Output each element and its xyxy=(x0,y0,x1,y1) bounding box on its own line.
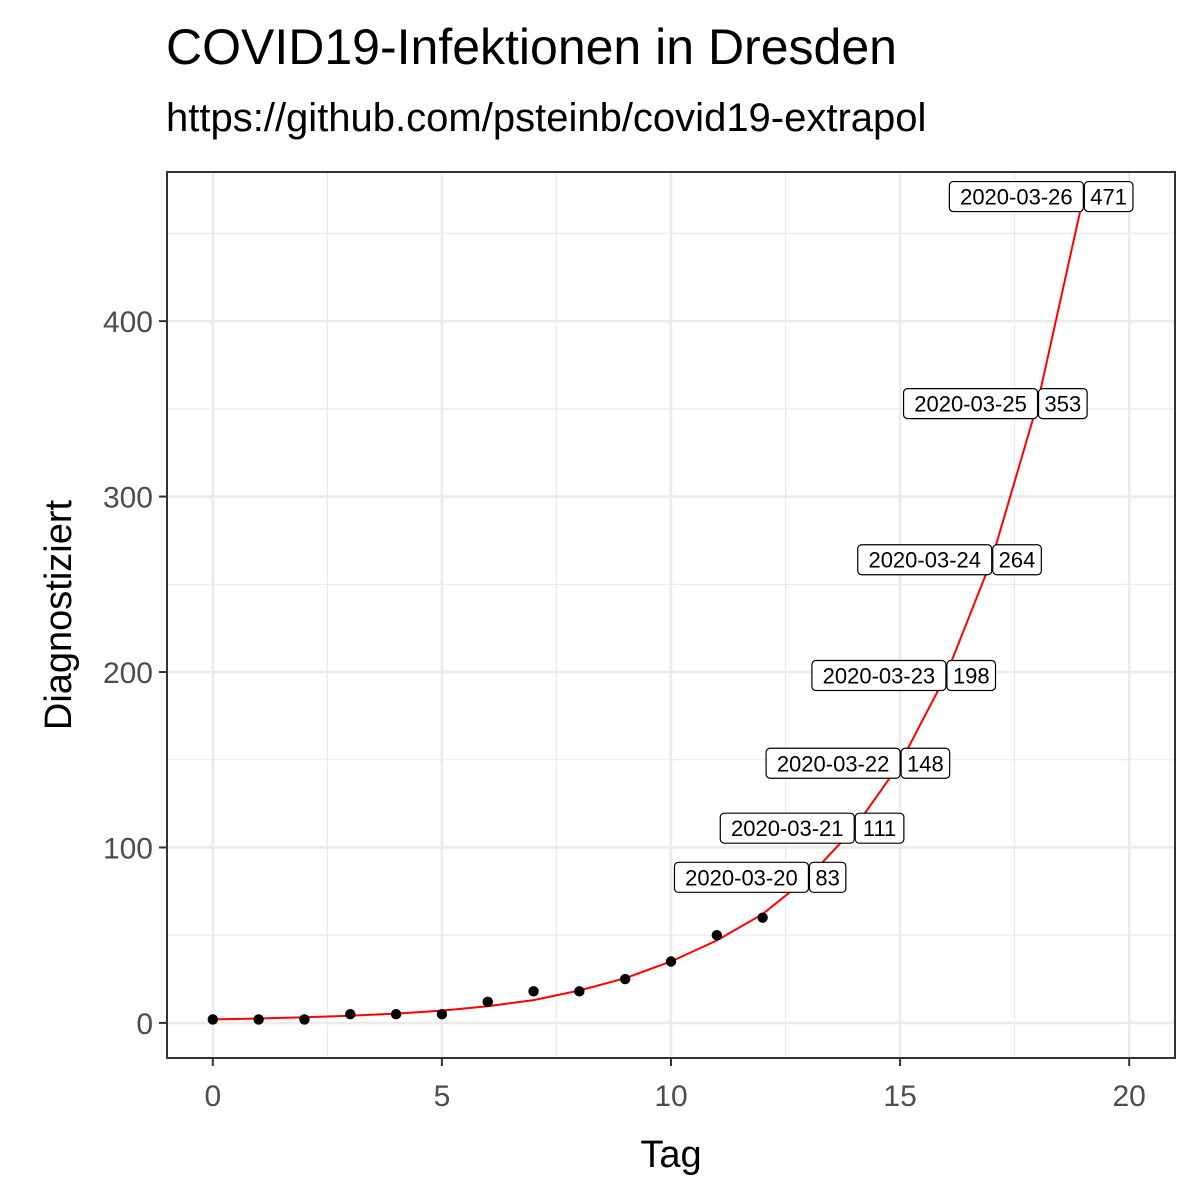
point-labels: 2020-03-20 83 2020-03-21 111 2020-03-22 148 20… xyxy=(673,180,1134,893)
date-label-box xyxy=(902,387,1039,420)
y-tick-label: 200 xyxy=(103,657,153,690)
data-point xyxy=(253,1014,264,1025)
value-label-box xyxy=(1037,387,1088,420)
data-point xyxy=(574,986,585,997)
value-label: 471 xyxy=(1090,185,1127,210)
date-label: 2020-03-26 xyxy=(960,185,1073,210)
value-label: 353 xyxy=(1044,392,1081,417)
chart-title: COVID19-Infektionen in Dresden xyxy=(166,19,897,75)
value-label-box xyxy=(900,747,951,779)
x-axis-ticks: 0 5 10 15 20 xyxy=(204,1058,1146,1113)
y-tick-label: 300 xyxy=(103,482,153,515)
data-point xyxy=(345,1008,356,1020)
chart-subtitle: https://github.com/psteinb/covid19-extra… xyxy=(166,96,927,140)
y-tick-label: 400 xyxy=(103,306,153,339)
date-label-box xyxy=(857,544,993,576)
data-point xyxy=(528,986,539,997)
data-points xyxy=(207,912,768,1025)
data-point xyxy=(665,956,677,967)
date-label: 2020-03-20 xyxy=(685,865,798,890)
data-point xyxy=(436,1008,448,1020)
data-point xyxy=(482,996,493,1008)
date-label: 2020-03-25 xyxy=(914,392,1027,417)
date-label: 2020-03-24 xyxy=(868,548,981,573)
date-label-box xyxy=(765,747,901,779)
data-point xyxy=(390,1008,402,1020)
data-point xyxy=(299,1014,310,1025)
y-axis-ticks: 0 100 200 300 400 xyxy=(103,306,167,1041)
y-tick-label: 0 xyxy=(136,1008,153,1041)
x-tick-label: 0 xyxy=(204,1080,221,1113)
value-label-box xyxy=(808,861,847,893)
x-axis-title: Tag xyxy=(640,1134,701,1176)
data-point xyxy=(711,929,723,941)
value-label-box xyxy=(946,659,997,692)
date-label-box xyxy=(719,812,855,844)
date-label-box xyxy=(948,180,1084,213)
value-label: 198 xyxy=(953,664,990,689)
value-label: 111 xyxy=(863,816,896,841)
data-point xyxy=(757,912,768,923)
x-tick-label: 5 xyxy=(434,1080,451,1113)
value-label: 264 xyxy=(999,548,1036,573)
date-label-box xyxy=(811,659,947,692)
x-tick-label: 15 xyxy=(883,1080,916,1113)
date-label: 2020-03-21 xyxy=(731,816,844,841)
value-label-box xyxy=(854,812,905,844)
value-label-box xyxy=(992,544,1042,576)
value-label: 83 xyxy=(815,865,839,890)
x-tick-label: 20 xyxy=(1112,1080,1145,1113)
date-label: 2020-03-23 xyxy=(823,664,936,689)
date-label-box xyxy=(673,861,810,893)
x-tick-label: 10 xyxy=(654,1080,687,1113)
value-label: 148 xyxy=(907,751,944,776)
date-label: 2020-03-22 xyxy=(777,751,890,776)
data-point xyxy=(207,1014,219,1025)
value-label-box xyxy=(1083,180,1134,213)
grid-major xyxy=(167,172,1175,1058)
y-tick-label: 100 xyxy=(103,832,153,865)
data-point xyxy=(619,973,631,985)
y-axis-title: Diagnostiziert xyxy=(38,499,80,730)
